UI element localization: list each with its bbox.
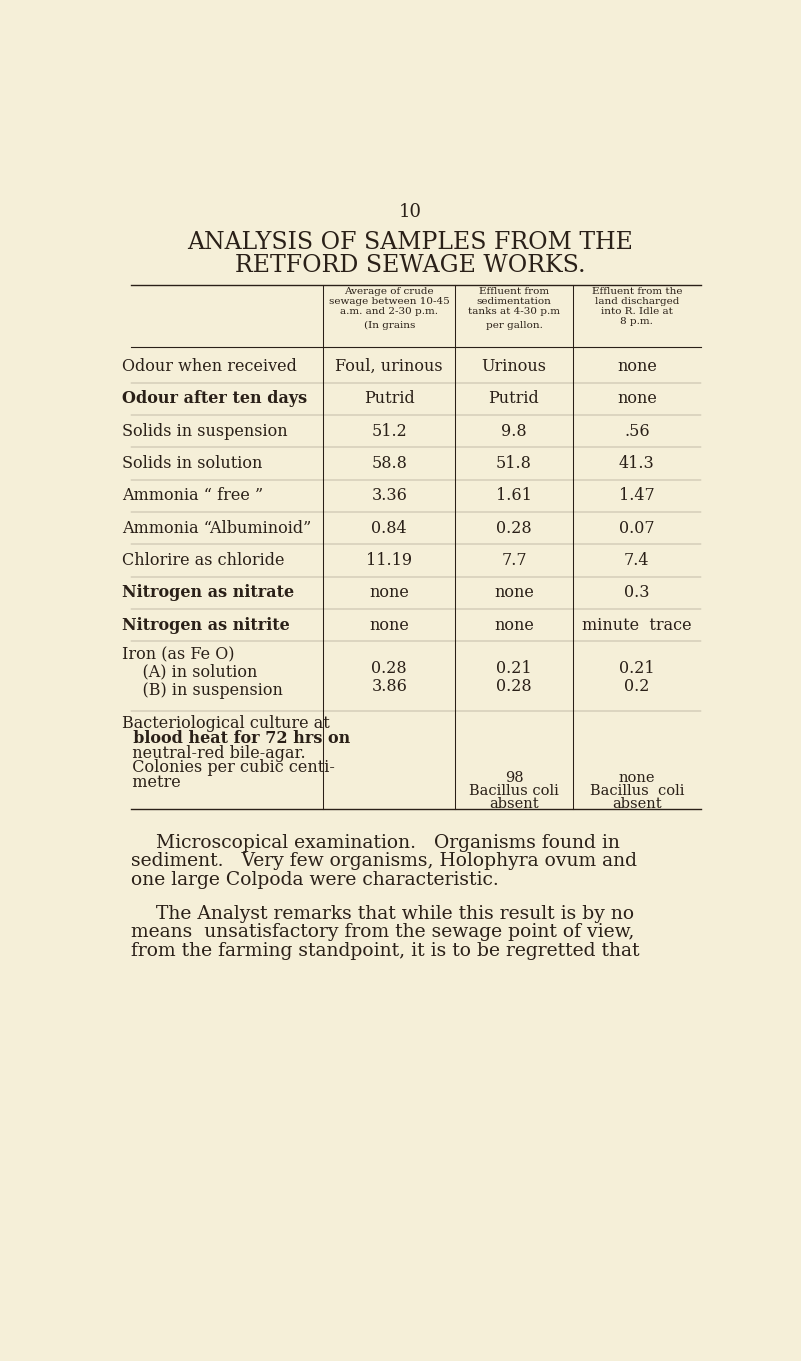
Text: into R. Idle at: into R. Idle at: [601, 308, 673, 316]
Text: 0.2: 0.2: [624, 678, 650, 695]
Text: 8 p.m.: 8 p.m.: [621, 317, 654, 327]
Text: none: none: [617, 391, 657, 407]
Text: 10: 10: [399, 203, 421, 222]
Text: none: none: [494, 617, 534, 634]
Text: 98: 98: [505, 770, 523, 785]
Text: (A) in solution: (A) in solution: [122, 663, 257, 680]
Text: Bacteriological culture at: Bacteriological culture at: [122, 716, 329, 732]
Text: none: none: [617, 358, 657, 376]
Text: Solids in suspension: Solids in suspension: [122, 423, 288, 440]
Text: 7.4: 7.4: [624, 553, 650, 569]
Text: none: none: [369, 584, 409, 602]
Text: land discharged: land discharged: [594, 297, 679, 306]
Text: Effluent from: Effluent from: [479, 287, 549, 297]
Text: (In grains: (In grains: [364, 321, 415, 331]
Text: Ammonia “ free ”: Ammonia “ free ”: [122, 487, 263, 505]
Text: 11.19: 11.19: [366, 553, 413, 569]
Text: 3.36: 3.36: [371, 487, 407, 505]
Text: 0.3: 0.3: [624, 584, 650, 602]
Text: Bacillus  coli: Bacillus coli: [590, 784, 684, 798]
Text: 51.8: 51.8: [496, 455, 532, 472]
Text: Nitrogen as nitrate: Nitrogen as nitrate: [122, 584, 294, 602]
Text: 58.8: 58.8: [371, 455, 407, 472]
Text: 0.21: 0.21: [619, 660, 654, 676]
Text: 9.8: 9.8: [501, 423, 527, 440]
Text: 1.47: 1.47: [619, 487, 654, 505]
Text: Foul, urinous: Foul, urinous: [336, 358, 443, 376]
Text: means  unsatisfactory from the sewage point of view,: means unsatisfactory from the sewage poi…: [131, 923, 634, 942]
Text: blood heat for 72 hrs on: blood heat for 72 hrs on: [122, 729, 350, 747]
Text: 0.84: 0.84: [372, 520, 407, 536]
Text: 1.61: 1.61: [496, 487, 532, 505]
Text: ANALYSIS OF SAMPLES FROM THE: ANALYSIS OF SAMPLES FROM THE: [187, 231, 633, 255]
Text: Iron (as Fe O): Iron (as Fe O): [122, 646, 235, 663]
Text: none: none: [369, 617, 409, 634]
Text: Odour when received: Odour when received: [122, 358, 296, 376]
Text: none: none: [618, 770, 655, 785]
Text: a.m. and 2-30 p.m.: a.m. and 2-30 p.m.: [340, 308, 438, 316]
Text: Odour after ten days: Odour after ten days: [122, 391, 307, 407]
Text: Urinous: Urinous: [481, 358, 546, 376]
Text: Putrid: Putrid: [489, 391, 539, 407]
Text: minute  trace: minute trace: [582, 617, 691, 634]
Text: Ammonia “Albuminoid”: Ammonia “Albuminoid”: [122, 520, 311, 536]
Text: Colonies per cubic centi-: Colonies per cubic centi-: [122, 759, 335, 776]
Text: The Analyst remarks that while this result is by no: The Analyst remarks that while this resu…: [156, 905, 634, 923]
Text: 0.28: 0.28: [496, 520, 532, 536]
Text: 0.28: 0.28: [372, 660, 407, 676]
Text: 0.28: 0.28: [496, 678, 532, 695]
Text: (B) in suspension: (B) in suspension: [122, 682, 283, 698]
Text: 0.07: 0.07: [619, 520, 654, 536]
Text: Putrid: Putrid: [364, 391, 415, 407]
Text: metre: metre: [122, 774, 180, 791]
Text: 0.21: 0.21: [496, 660, 532, 676]
Text: tanks at 4-30 p.m: tanks at 4-30 p.m: [468, 308, 560, 316]
Text: Effluent from the: Effluent from the: [592, 287, 682, 297]
Text: sediment.   Very few organisms, Holophyra ovum and: sediment. Very few organisms, Holophyra …: [131, 852, 637, 871]
Text: none: none: [494, 584, 534, 602]
Text: absent: absent: [489, 798, 539, 811]
Text: Average of crude: Average of crude: [344, 287, 434, 297]
Text: .56: .56: [624, 423, 650, 440]
Text: per gallon.: per gallon.: [485, 321, 542, 331]
Text: sewage between 10-45: sewage between 10-45: [329, 297, 449, 306]
Text: 41.3: 41.3: [619, 455, 654, 472]
Text: Bacillus coli: Bacillus coli: [469, 784, 559, 798]
Text: Microscopical examination.   Organisms found in: Microscopical examination. Organisms fou…: [156, 834, 620, 852]
Text: RETFORD SEWAGE WORKS.: RETFORD SEWAGE WORKS.: [235, 255, 586, 278]
Text: Nitrogen as nitrite: Nitrogen as nitrite: [122, 617, 290, 634]
Text: 7.7: 7.7: [501, 553, 527, 569]
Text: Chlorire as chloride: Chlorire as chloride: [122, 553, 284, 569]
Text: neutral-red bile-agar.: neutral-red bile-agar.: [122, 744, 305, 762]
Text: Solids in solution: Solids in solution: [122, 455, 262, 472]
Text: absent: absent: [612, 798, 662, 811]
Text: 51.2: 51.2: [372, 423, 407, 440]
Text: sedimentation: sedimentation: [477, 297, 551, 306]
Text: one large Colpoda were characteristic.: one large Colpoda were characteristic.: [131, 871, 499, 889]
Text: 3.86: 3.86: [371, 678, 407, 695]
Text: from the farming standpoint, it is to be regretted that: from the farming standpoint, it is to be…: [131, 942, 640, 960]
